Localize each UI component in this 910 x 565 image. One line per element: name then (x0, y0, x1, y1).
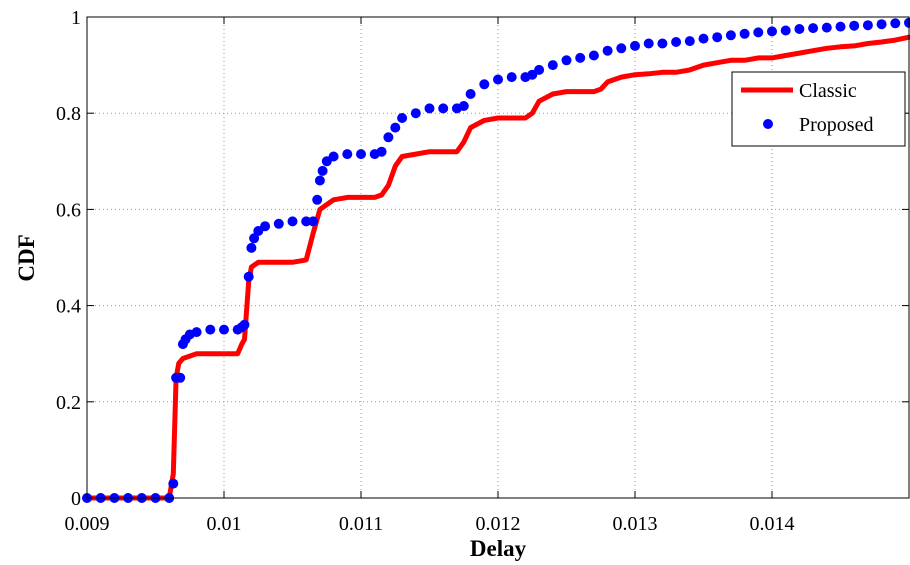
series-proposed-point (753, 27, 764, 38)
x-tick-label: 0.013 (613, 513, 658, 535)
grid (87, 17, 909, 498)
series-proposed-point (767, 26, 777, 37)
series-proposed-point (376, 146, 387, 157)
series-proposed-point (657, 38, 668, 49)
series-proposed-point (630, 40, 640, 51)
x-tick-label: 0.01 (207, 513, 242, 535)
series-proposed-point (506, 72, 517, 83)
series-proposed-point (356, 149, 366, 160)
series-proposed-point (862, 20, 873, 31)
series-proposed-point (168, 478, 179, 489)
series-proposed-point (249, 233, 260, 244)
series-proposed-point (821, 22, 832, 33)
series-proposed-point (308, 216, 319, 227)
series-proposed-point (314, 175, 325, 186)
series-proposed-point (876, 19, 887, 30)
series-proposed-point (465, 89, 476, 99)
x-tick-label: 0.009 (65, 513, 110, 535)
x-tick-label: 0.014 (750, 513, 795, 535)
series-proposed-point (643, 38, 654, 49)
tick-labels: 0.009 0.01 0.011 0.012 0.013 0.014 0 0.2 0.4 0.6 0… (56, 7, 795, 535)
series-proposed-point (561, 55, 572, 66)
x-axis-label: Delay (470, 536, 527, 561)
series-proposed-point (534, 64, 545, 75)
series-proposed-point (390, 122, 401, 133)
series-proposed-point (383, 132, 394, 143)
legend: Classic Proposed (731, 71, 906, 147)
series-proposed-point (849, 20, 860, 31)
x-tick-label: 0.011 (339, 513, 383, 535)
series-proposed-point (698, 33, 709, 44)
series-proposed-point (438, 103, 449, 114)
series-proposed-point (725, 30, 736, 41)
series-proposed-point (287, 216, 298, 227)
series-proposed-point (588, 50, 599, 61)
series-proposed-point (239, 319, 250, 330)
series-proposed-point (890, 18, 901, 29)
series-proposed-markers (82, 17, 910, 503)
series-proposed-point (175, 372, 186, 383)
legend-classic-label: Classic (799, 80, 857, 102)
series-proposed-point (835, 21, 846, 32)
series-proposed-point (780, 25, 791, 36)
y-tick-label: 0.2 (56, 392, 81, 414)
series-proposed-point (328, 151, 339, 162)
series-layer (82, 17, 910, 503)
series-proposed-point (397, 113, 408, 123)
series-proposed-point (273, 218, 284, 229)
series-proposed-point (479, 79, 490, 90)
y-tick-label: 1 (71, 7, 81, 29)
series-proposed-point (547, 60, 558, 71)
series-classic-line (84, 34, 910, 501)
series-proposed-point (739, 28, 750, 39)
series-proposed-point (410, 108, 421, 119)
x-tick-label: 0.012 (476, 513, 521, 535)
y-axis-label: CDF (14, 234, 39, 281)
legend-proposed-label: Proposed (799, 114, 873, 136)
series-proposed-point (602, 45, 613, 56)
series-proposed-point (616, 43, 627, 54)
series-proposed-point (312, 194, 323, 205)
series-proposed-point (575, 52, 586, 63)
series-proposed-point (424, 103, 435, 114)
y-tick-label: 0.4 (56, 296, 81, 318)
series-proposed-point (301, 216, 312, 227)
series-proposed-point (671, 37, 682, 47)
y-tick-label: 0.8 (56, 103, 81, 125)
series-proposed-point (246, 242, 257, 253)
series-proposed-point (712, 32, 723, 43)
series-proposed-point (794, 24, 805, 34)
y-tick-label: 0 (71, 488, 81, 510)
series-proposed-point (342, 149, 353, 160)
y-tick-label: 0.6 (56, 199, 81, 221)
series-proposed-point (317, 165, 328, 176)
legend-proposed-swatch (763, 119, 773, 129)
series-proposed-point (243, 271, 254, 282)
series-proposed-point (260, 221, 271, 232)
series-proposed-point (808, 23, 819, 34)
legend-box (731, 71, 906, 147)
series-proposed-point (219, 324, 229, 335)
series-proposed-point (205, 324, 216, 335)
series-proposed-point (191, 327, 202, 338)
series-proposed-point (458, 101, 469, 111)
series-proposed-point (493, 74, 503, 85)
series-proposed-point (684, 36, 695, 47)
